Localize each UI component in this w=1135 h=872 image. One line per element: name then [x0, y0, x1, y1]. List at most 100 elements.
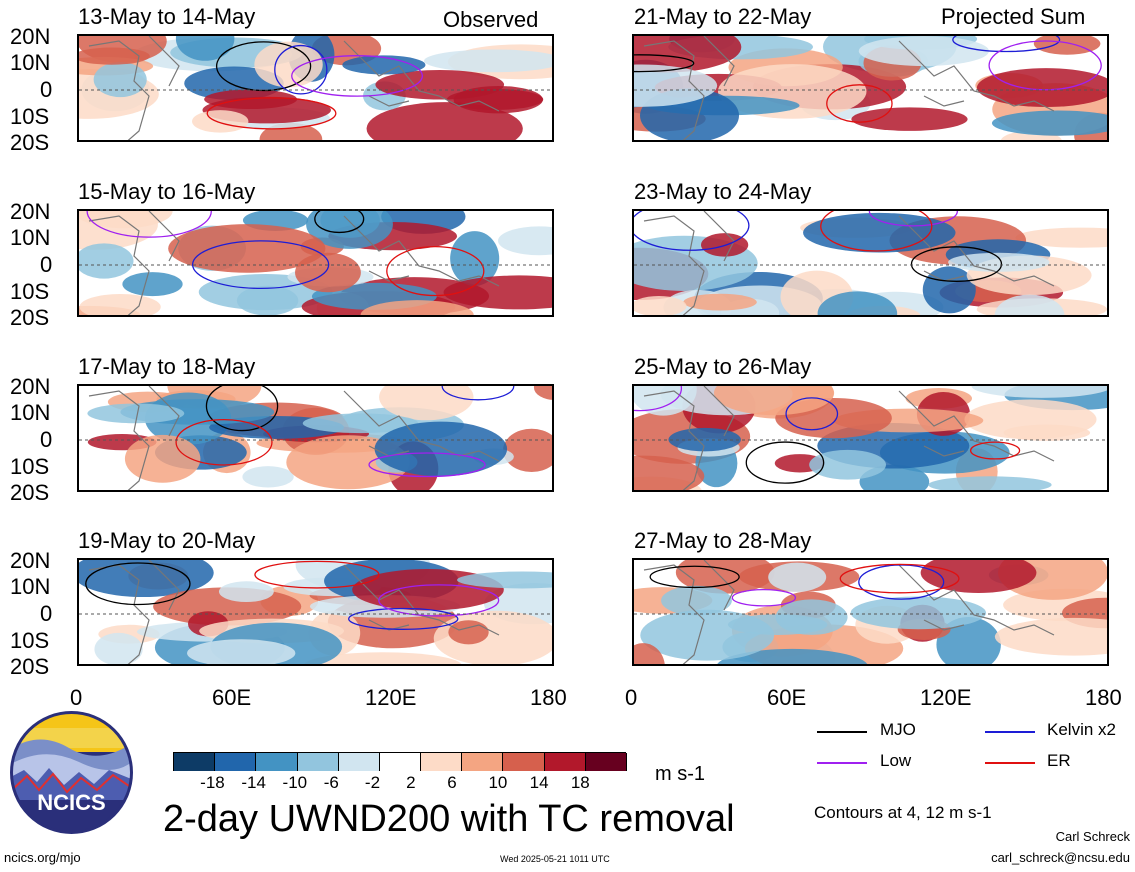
anomaly-shading	[634, 455, 705, 490]
colorbar-swatch	[379, 753, 422, 771]
ncics-logo: NCICS	[9, 710, 134, 835]
lat-label: 20S	[10, 305, 50, 330]
lat-label: 20N	[10, 199, 51, 224]
contour-line	[988, 40, 1102, 91]
coastline	[643, 211, 735, 315]
panel-title: 19-May to 20-May	[78, 528, 256, 553]
contour-line	[785, 397, 839, 431]
lon-label: 180	[530, 685, 567, 710]
anomaly-shading	[192, 110, 249, 133]
contour-line	[86, 211, 212, 238]
contour-line	[745, 441, 825, 484]
lon-label: 120E	[365, 685, 417, 710]
colorbar-tick: -6	[323, 773, 339, 792]
anomaly-shading	[443, 275, 552, 310]
lat-label: 10N	[10, 50, 51, 75]
lat-label: 10N	[10, 400, 51, 425]
colorbar-tick: -18	[200, 773, 225, 792]
coastline	[343, 215, 500, 287]
anomaly-shading	[79, 243, 134, 279]
anomaly-shading	[187, 639, 296, 664]
kelvin-legend-line	[985, 731, 1035, 733]
anomaly-shading	[79, 211, 173, 229]
anomaly-shading	[668, 427, 741, 452]
map-panel	[77, 34, 554, 142]
anomaly-shading	[374, 421, 508, 477]
colorbar-swatch	[503, 753, 545, 771]
anomaly-shading	[79, 560, 214, 598]
panel-title: 23-May to 24-May	[634, 179, 812, 204]
colorbar-tick: -2	[364, 773, 381, 792]
contour-line	[85, 562, 191, 606]
anomaly-shading	[79, 47, 150, 65]
colorbar-swatch	[421, 753, 463, 771]
contour-line	[634, 211, 750, 251]
lat-label: 10S	[10, 104, 50, 129]
colorbar-swatch	[338, 753, 380, 771]
contour-line	[205, 386, 279, 432]
panel-title: 25-May to 26-May	[634, 354, 812, 379]
contour-line	[969, 441, 1021, 460]
anomaly-shading	[994, 294, 1065, 315]
lat-label: 20S	[10, 480, 50, 505]
colorbar-swatch	[215, 753, 257, 771]
coastline	[898, 564, 1055, 636]
timestamp: Wed 2025-05-21 1011 UTC	[500, 854, 610, 864]
lat-label: 20N	[10, 24, 51, 49]
observed-header: Observed	[443, 7, 539, 32]
contour-line	[441, 386, 515, 401]
anomaly-shading	[457, 571, 552, 589]
coastline	[88, 36, 180, 140]
source-url: ncics.org/mjo	[4, 850, 81, 865]
anomaly-shading	[928, 476, 1052, 490]
anomaly-shading	[242, 466, 294, 488]
lon-label: 180	[1085, 685, 1122, 710]
author: Carl Schreck	[1055, 829, 1130, 844]
colorbar-swatch	[297, 753, 339, 771]
lat-label: 10N	[10, 574, 51, 599]
coastline	[343, 40, 500, 112]
map-panel	[632, 34, 1109, 142]
anomaly-shading	[122, 272, 183, 297]
anomaly-shading	[295, 252, 361, 293]
anomaly-shading	[423, 49, 552, 73]
anomaly-shading	[936, 616, 1001, 664]
colorbar-tick: 10	[488, 773, 508, 792]
colorbar-tick: 6	[447, 773, 457, 792]
anomaly-shading	[93, 62, 147, 98]
anomaly-shading	[236, 285, 299, 315]
colorbar-tick: 14	[529, 773, 549, 792]
anomaly-shading	[634, 295, 687, 315]
coastline	[643, 386, 735, 490]
colorbar-swatch	[585, 753, 627, 771]
contour-line	[291, 55, 424, 97]
low-legend-line	[817, 762, 867, 764]
anomaly-shading	[218, 581, 274, 602]
legend-label: MJO	[880, 720, 916, 739]
panel-title: 15-May to 16-May	[78, 179, 256, 204]
er-legend-line	[985, 762, 1035, 764]
anomaly-shading	[168, 224, 326, 273]
anomaly-shading	[1015, 227, 1107, 248]
contour-line	[868, 211, 958, 227]
logo-text: NCICS	[37, 790, 106, 815]
anomaly-shading	[976, 68, 1107, 108]
anomaly-shading	[803, 212, 956, 253]
anomaly-shading	[304, 652, 462, 664]
lat-label: 20N	[10, 548, 51, 573]
anomaly-shading	[661, 585, 732, 616]
anomaly-shading	[634, 643, 665, 664]
coastline	[898, 390, 1055, 462]
figure-title: 2-day UWND200 with TC removal	[163, 798, 735, 840]
lat-label: 0	[40, 427, 53, 452]
colorbar-swatch	[174, 753, 216, 771]
panel-title: 27-May to 28-May	[634, 528, 812, 553]
coastline	[643, 36, 735, 140]
anomaly-shading	[858, 36, 989, 67]
coastline	[643, 560, 735, 664]
anomaly-shading	[306, 211, 393, 249]
lat-label: 0	[40, 252, 53, 277]
lon-label: 60E	[212, 685, 252, 710]
anomaly-shading	[254, 41, 323, 88]
colorbar-tick: -14	[241, 773, 266, 792]
